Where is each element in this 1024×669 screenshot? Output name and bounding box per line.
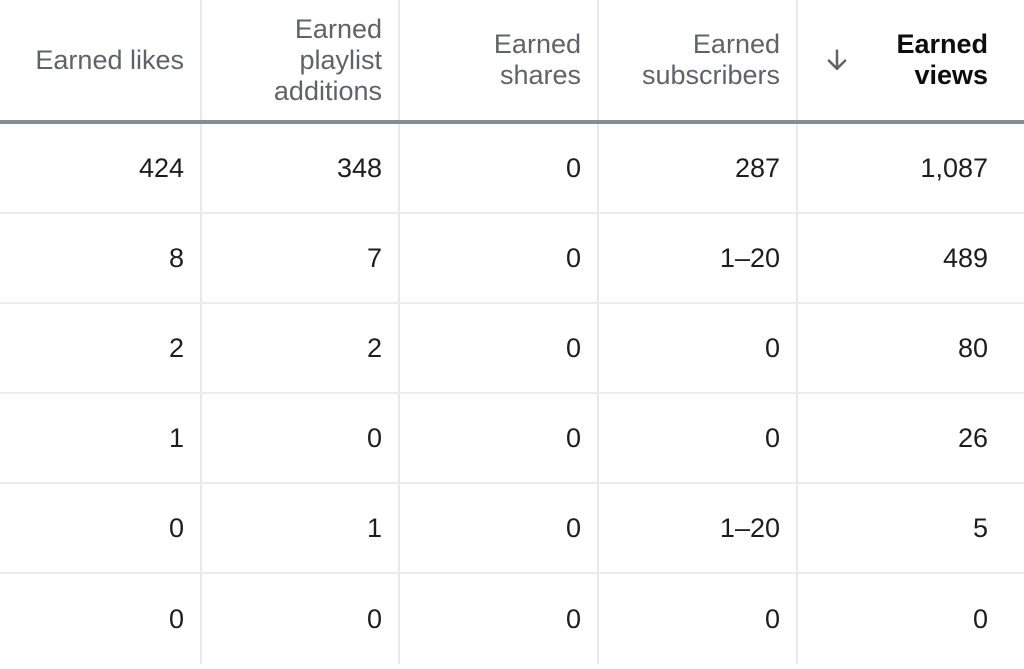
cell-earned-views: 489 xyxy=(796,214,1024,302)
cell-earned-likes: 424 xyxy=(138,152,184,183)
cell-earned-likes: 0 xyxy=(168,603,184,634)
sort-descending-icon xyxy=(827,49,847,70)
cell-earned-shares: 0 xyxy=(398,304,597,392)
cell-earned-playlist-additions: 348 xyxy=(200,124,398,212)
column-header-earned-likes[interactable]: Earned likes xyxy=(0,0,200,120)
cell-earned-playlist-additions: 2 xyxy=(200,304,398,392)
cell-earned-likes: 1 xyxy=(168,422,184,453)
cell-earned-playlist-additions: 7 xyxy=(200,214,398,302)
cell-earned-subscribers: 1–20 xyxy=(597,484,796,572)
cell-earned-subscribers: 1–20 xyxy=(597,214,796,302)
cell-earned-views: 0 xyxy=(796,574,1024,664)
table-row: 0 0 0 0 0 xyxy=(0,574,1024,664)
cell-earned-shares: 0 xyxy=(398,484,597,572)
column-header-label: Earned views xyxy=(896,29,988,90)
cell-earned-shares: 0 xyxy=(398,214,597,302)
cell-earned-views: 1,087 xyxy=(796,124,1024,212)
column-header-label: Earned shares xyxy=(493,29,581,90)
cell-earned-shares: 0 xyxy=(398,574,597,664)
cell-earned-playlist-additions: 0 xyxy=(200,394,398,482)
cell-earned-views: 5 xyxy=(796,484,1024,572)
cell-earned-playlist-additions: 0 xyxy=(200,574,398,664)
column-header-earned-subscribers[interactable]: Earned subscribers xyxy=(597,0,796,120)
table-row: 0 1 0 1–20 5 xyxy=(0,484,1024,574)
column-header-label: Earned playlist additions xyxy=(273,13,382,106)
column-header-earned-playlist-additions[interactable]: Earned playlist additions xyxy=(200,0,398,120)
cell-earned-likes: 8 xyxy=(168,242,184,273)
table-body: 424 348 0 287 1,087 8 7 0 1–20 489 2 2 0… xyxy=(0,124,1024,664)
column-header-earned-views[interactable]: Earned views xyxy=(796,0,1024,120)
cell-earned-shares: 0 xyxy=(398,394,597,482)
table-header-row: Earned likes Earned playlist additions E… xyxy=(0,0,1024,124)
table-row: 2 2 0 0 80 xyxy=(0,304,1024,394)
cell-earned-playlist-additions: 1 xyxy=(200,484,398,572)
cell-earned-subscribers: 287 xyxy=(597,124,796,212)
column-header-earned-shares[interactable]: Earned shares xyxy=(398,0,597,120)
table-row: 8 7 0 1–20 489 xyxy=(0,214,1024,304)
cell-earned-views: 80 xyxy=(796,304,1024,392)
table-row: 424 348 0 287 1,087 xyxy=(0,124,1024,214)
cell-earned-likes: 0 xyxy=(168,512,184,543)
column-header-label: Earned likes xyxy=(35,44,184,75)
table-row: 1 0 0 0 26 xyxy=(0,394,1024,484)
cell-earned-subscribers: 0 xyxy=(597,304,796,392)
cell-earned-likes: 2 xyxy=(168,332,184,363)
cell-earned-shares: 0 xyxy=(398,124,597,212)
cell-earned-subscribers: 0 xyxy=(597,574,796,664)
cell-earned-views: 26 xyxy=(796,394,1024,482)
column-header-label: Earned subscribers xyxy=(641,29,780,90)
cell-earned-subscribers: 0 xyxy=(597,394,796,482)
